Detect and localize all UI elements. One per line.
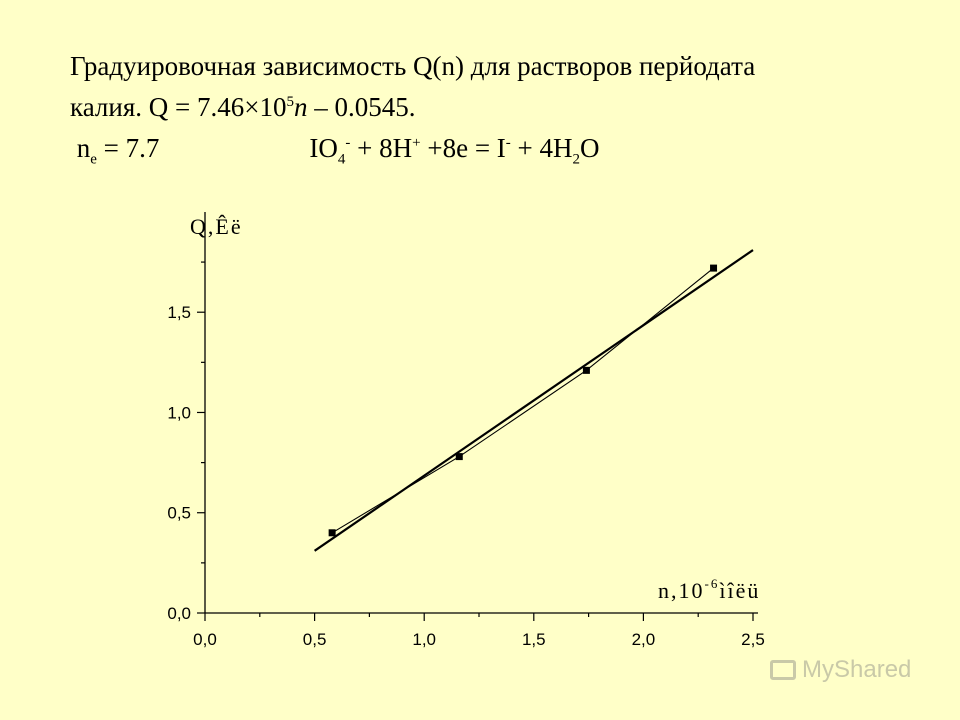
x-tick-label: 0,5	[303, 630, 327, 649]
x-axis-label: n,10-6ìîëü	[658, 576, 760, 603]
x-axis-label-sup: -6	[705, 576, 720, 591]
data-point	[582, 366, 590, 374]
ne-subscript: e	[90, 151, 97, 168]
eq-io: IO	[309, 133, 338, 163]
data-point	[710, 264, 718, 272]
eq-e-i: +8e = I	[420, 133, 506, 163]
watermark: MyShared	[770, 656, 911, 684]
data-point	[328, 529, 336, 537]
y-tick-label: 1,5	[167, 303, 191, 322]
eq-io-sup: -	[345, 135, 351, 151]
y-tick-label: 1,0	[167, 403, 191, 422]
data-connect-line	[331, 267, 714, 534]
y-tick-label: 0,5	[167, 504, 191, 523]
y-tick-label: 0,0	[167, 604, 191, 623]
x-tick-label: 0,0	[193, 630, 217, 649]
title-line-2: калия. Q = 7.46×105n – 0.0545.	[70, 84, 930, 125]
x-tick-label: 2,5	[741, 630, 765, 649]
eq-h2: + 4H	[510, 133, 573, 163]
eq-h-sup: +	[412, 135, 421, 151]
fit-line	[313, 249, 754, 552]
x-axis-label-tail: ìîëü	[719, 578, 760, 603]
title-line-1-text: Градуировочная зависимость Q(n) для раст…	[70, 51, 756, 81]
x-tick-label: 1,0	[412, 630, 436, 649]
ne-value: = 7.7	[96, 133, 160, 163]
title-line-3: ne = 7.7 IO4- + 8H+ +8e = I- + 4H2O	[70, 125, 930, 177]
ne-symbol: n	[76, 133, 91, 163]
title-line-1: Градуировочная зависимость Q(n) для раст…	[70, 48, 930, 84]
x-tick-label: 1,5	[522, 630, 546, 649]
chart-tick-labels: 0,0 0,5 1,0 1,5 2,0 2,5 0,0 0,5 1,0 1,5	[167, 303, 764, 649]
eq-i-sup: -	[505, 135, 511, 151]
eq-io-sub: 4	[337, 151, 346, 168]
chart-series	[313, 249, 754, 552]
x-axis-label-main: n,10	[658, 578, 705, 603]
title-line-2-sup: 5	[286, 94, 294, 110]
eq-h2-sub: 2	[572, 151, 581, 168]
y-axis-label: Q,Êë	[190, 214, 243, 239]
eq-h: + 8H	[350, 133, 413, 163]
chart-axes	[204, 212, 758, 614]
title-line-2-n: n	[293, 92, 308, 122]
data-point	[455, 453, 463, 461]
presentation-icon	[770, 660, 796, 680]
slide-title: Градуировочная зависимость Q(n) для раст…	[70, 48, 930, 177]
x-tick-label: 2,0	[632, 630, 656, 649]
chart-ticks	[197, 261, 754, 621]
watermark-text: MyShared	[802, 656, 912, 683]
title-line-2-a: калия. Q = 7.46×10	[70, 92, 287, 122]
eq-o: O	[580, 133, 600, 163]
title-line-2-b: – 0.0545.	[307, 92, 416, 122]
